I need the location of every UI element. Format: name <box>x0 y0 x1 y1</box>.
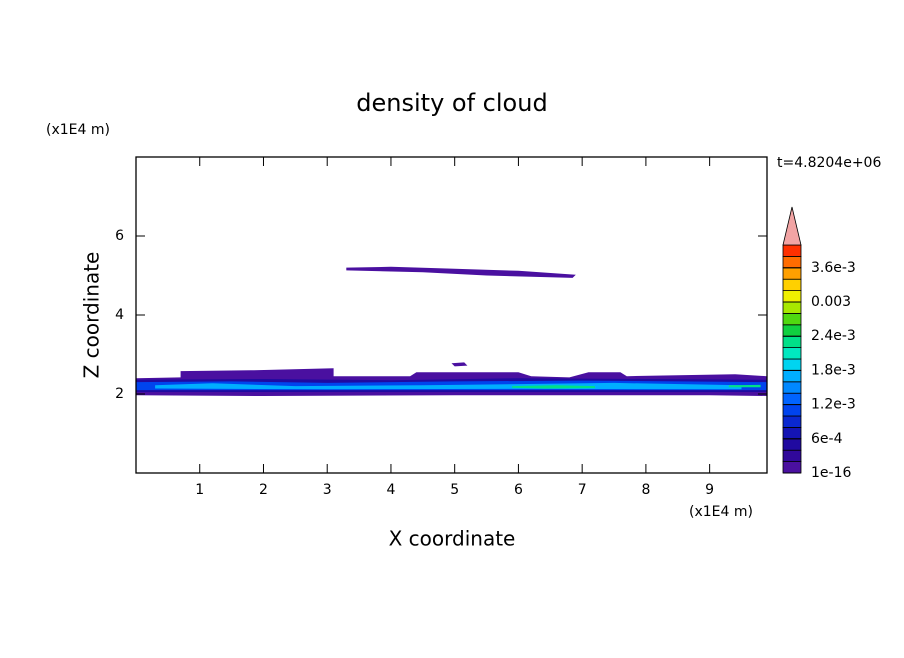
y-tick-label: 2 <box>115 386 124 402</box>
x-tick-label: 2 <box>259 482 268 498</box>
colorbar-band <box>782 415 802 428</box>
chart-title: density of cloud <box>356 89 547 117</box>
x-tick-label: 4 <box>386 482 395 498</box>
colorbar-band <box>782 461 802 474</box>
colorbar-band <box>782 312 802 326</box>
colorbar-band <box>782 404 802 417</box>
colorbar-tick-label: 0.003 <box>811 294 851 310</box>
colorbar-band <box>782 278 802 292</box>
x-tick-label: 1 <box>195 482 204 498</box>
colorbar-band <box>782 392 802 406</box>
colorbar-band <box>782 426 802 440</box>
colorbar-tick-label: 1.2e-3 <box>811 397 856 413</box>
colorbar-band <box>782 381 802 394</box>
y-axis-label: Z coordinate <box>80 252 104 379</box>
colorbar-tick-label: 6e-4 <box>811 431 843 447</box>
colorbar-tick-label: 2.4e-3 <box>811 328 856 344</box>
colorbar-tick-label: 1.8e-3 <box>811 362 856 378</box>
contour-region <box>512 385 595 389</box>
colorbar-band <box>782 255 802 269</box>
x-tick-label: 3 <box>323 482 332 498</box>
colorbar-tick-label: 3.6e-3 <box>811 260 856 276</box>
colorbar-band <box>782 267 802 280</box>
x-tick-label: 6 <box>514 482 523 498</box>
x-tick-label: 9 <box>705 482 714 498</box>
colorbar-band <box>782 324 802 337</box>
colorbar-band <box>782 347 802 360</box>
y-tick-label: 6 <box>115 228 124 244</box>
y-tick-label: 4 <box>115 307 124 323</box>
colorbar-band <box>782 335 802 349</box>
colorbar-band <box>782 244 802 257</box>
x-tick-label: 8 <box>641 482 650 498</box>
colorbar-tick-label: 1e-16 <box>811 465 851 481</box>
y-unit: (x1E4 m) <box>46 122 110 138</box>
time-annotation: t=4.8204e+06 <box>777 155 881 171</box>
colorbar-band <box>782 438 802 451</box>
contour-region <box>346 266 576 278</box>
contour-region <box>728 384 761 388</box>
colorbar-band <box>782 290 802 303</box>
x-tick-label: 5 <box>450 482 459 498</box>
x-tick-label: 7 <box>578 482 587 498</box>
x-axis-label: X coordinate <box>389 527 516 551</box>
contour-region <box>451 362 468 367</box>
colorbar-band <box>782 358 802 371</box>
colorbar-band <box>782 449 802 463</box>
colorbar-extend <box>782 206 802 246</box>
colorbar-band <box>782 369 802 383</box>
colorbar-band <box>782 301 802 314</box>
x-unit: (x1E4 m) <box>689 504 753 520</box>
